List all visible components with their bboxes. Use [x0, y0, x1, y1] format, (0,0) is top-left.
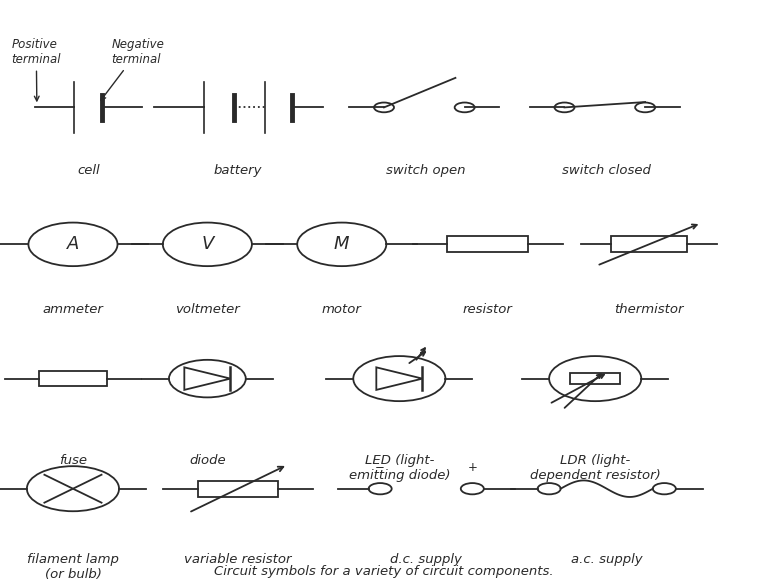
- Text: thermistor: thermistor: [614, 303, 684, 317]
- Text: filament lamp
(or bulb): filament lamp (or bulb): [27, 553, 119, 580]
- Text: fuse: fuse: [59, 454, 87, 467]
- Bar: [447, 237, 528, 252]
- Text: voltmeter: voltmeter: [175, 303, 240, 317]
- Bar: [39, 371, 107, 386]
- Text: switch open: switch open: [386, 164, 466, 177]
- Text: +: +: [468, 461, 477, 474]
- Text: ammeter: ammeter: [42, 303, 104, 317]
- Text: A: A: [67, 235, 79, 253]
- Text: resistor: resistor: [463, 303, 512, 317]
- Text: d.c. supply: d.c. supply: [390, 553, 462, 566]
- Text: variable resistor: variable resistor: [184, 553, 292, 566]
- Text: diode: diode: [189, 454, 226, 467]
- Text: cell: cell: [77, 164, 100, 177]
- Bar: [611, 237, 687, 252]
- Text: battery: battery: [214, 164, 263, 177]
- Bar: [197, 481, 278, 496]
- Text: −: −: [376, 461, 385, 474]
- Text: V: V: [201, 235, 214, 253]
- Text: switch closed: switch closed: [562, 164, 651, 177]
- Text: a.c. supply: a.c. supply: [571, 553, 643, 566]
- Bar: [570, 373, 621, 384]
- Text: M: M: [334, 235, 349, 253]
- Text: Positive
terminal: Positive terminal: [12, 38, 61, 101]
- Text: Negative
terminal: Negative terminal: [101, 38, 164, 100]
- Text: LED (light-
emitting diode): LED (light- emitting diode): [349, 454, 450, 482]
- Text: Circuit symbols for a variety of circuit components.: Circuit symbols for a variety of circuit…: [214, 566, 554, 578]
- Text: motor: motor: [322, 303, 362, 317]
- Text: LDR (light-
dependent resistor): LDR (light- dependent resistor): [530, 454, 660, 482]
